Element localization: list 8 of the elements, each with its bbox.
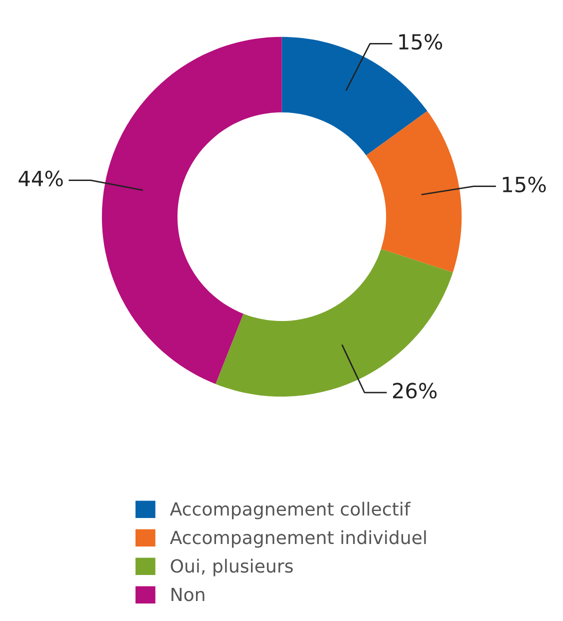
- data-label: 26%: [393, 382, 437, 399]
- legend-label: Accompagnement individuel: [170, 530, 426, 548]
- legend-label: Non: [172, 588, 204, 602]
- data-label: 15%: [502, 176, 546, 192]
- legend-label: Oui, plusieurs: [170, 558, 293, 576]
- legend-label: Accompagnement collectif: [170, 502, 411, 520]
- data-label: 44%: [18, 170, 63, 186]
- data-label: 15%: [399, 34, 442, 50]
